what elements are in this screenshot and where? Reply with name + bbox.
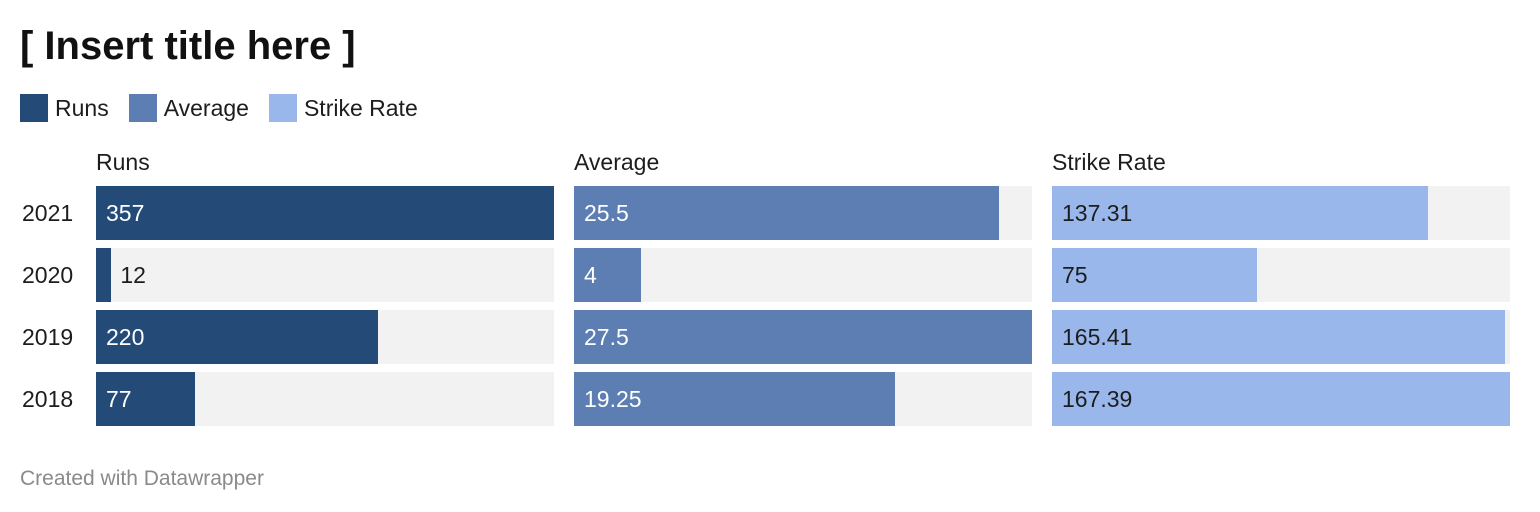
row-label-2021: 2021	[22, 200, 74, 226]
bar-average-2019	[574, 310, 1032, 364]
bar-average-2021	[574, 186, 999, 240]
bar-strike-rate-2018	[1052, 372, 1510, 426]
bar-runs-2019	[96, 310, 379, 364]
bar-track-average-2018: 19.25	[574, 372, 1032, 426]
bar-average-2018	[574, 372, 895, 426]
value-label-runs-2019: 220	[106, 324, 145, 350]
bar-runs-2021	[96, 186, 554, 240]
bar-track-average-2020: 4	[574, 248, 1032, 302]
value-label-strike-rate-2021: 137.31	[1062, 200, 1133, 226]
value-label-runs-2020: 12	[120, 262, 146, 288]
bar-track-average-2019: 27.5	[574, 310, 1032, 364]
bar-runs-2020	[96, 248, 112, 302]
bar-track-strike-rate-2021: 137.31	[1052, 186, 1510, 240]
panel-title-runs: Runs	[96, 149, 150, 175]
bar-average-2020	[574, 248, 641, 302]
panel-title-strike-rate: Strike Rate	[1052, 149, 1166, 175]
value-label-average-2018: 19.25	[584, 386, 642, 412]
legend-swatch-strike-rate	[268, 94, 297, 122]
bar-runs-2018	[96, 372, 195, 426]
value-label-average-2020: 4	[584, 262, 597, 288]
row-label-2018: 2018	[22, 386, 74, 412]
chart-title: [ Insert title here ]	[20, 24, 356, 68]
legend-swatch-average	[128, 94, 157, 122]
panel-title-average: Average	[574, 149, 660, 175]
value-label-runs-2018: 77	[106, 386, 132, 412]
bar-track-strike-rate-2018: 167.39	[1052, 372, 1510, 426]
footer-credit: Created with Datawrapper	[20, 467, 264, 490]
legend-label-runs: Runs	[55, 95, 109, 121]
value-label-runs-2021: 357	[106, 200, 145, 226]
bar-track-runs-2021: 357	[96, 186, 554, 240]
bar-track-strike-rate-2019: 165.41	[1052, 310, 1510, 364]
legend-item-runs: Runs	[20, 94, 109, 122]
value-label-average-2021: 25.5	[584, 200, 629, 226]
legend-item-strike-rate: Strike Rate	[268, 94, 418, 122]
row-label-2019: 2019	[22, 324, 74, 350]
bar-track-runs-2020: 12	[96, 248, 554, 302]
bar-strike-rate-2021	[1052, 186, 1428, 240]
value-label-strike-rate-2020: 75	[1062, 262, 1088, 288]
bar-track-runs-2019: 220	[96, 310, 554, 364]
legend: Runs Average Strike Rate	[20, 94, 438, 122]
value-label-strike-rate-2019: 165.41	[1062, 324, 1133, 350]
bar-track-runs-2018: 77	[96, 372, 554, 426]
bar-strike-rate-2019	[1052, 310, 1505, 364]
legend-label-average: Average	[163, 95, 249, 121]
row-label-2020: 2020	[22, 262, 74, 288]
legend-swatch-runs	[20, 94, 48, 122]
value-label-average-2019: 27.5	[584, 324, 629, 350]
bar-track-strike-rate-2020: 75	[1052, 248, 1510, 302]
bar-track-average-2021: 25.5	[574, 186, 1032, 240]
bar-strike-rate-2020	[1052, 248, 1258, 302]
legend-label-strike-rate: Strike Rate	[303, 95, 418, 121]
value-label-strike-rate-2018: 167.39	[1062, 386, 1133, 412]
legend-item-average: Average	[128, 94, 249, 122]
